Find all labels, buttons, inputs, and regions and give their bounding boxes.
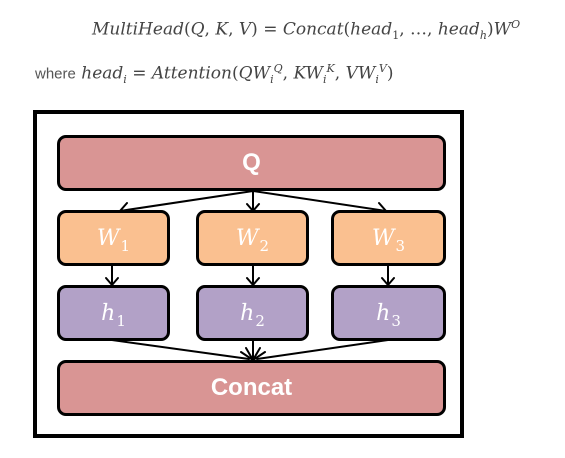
weight-label-2: W2 <box>235 225 270 255</box>
query-box: Q <box>57 135 446 191</box>
arrow-q-w1 <box>119 190 254 212</box>
arrow-h1-concat <box>111 339 250 360</box>
head-box-2: h2 <box>196 285 309 341</box>
weight-label-3: W3 <box>371 225 406 255</box>
head-label-2: h2 <box>240 300 265 330</box>
where-label: where <box>35 65 76 83</box>
weight-box-3: W3 <box>331 210 446 266</box>
weight-box-1: W1 <box>57 210 170 266</box>
weight-label-1: W1 <box>96 225 131 255</box>
head-label-3: h3 <box>376 300 401 330</box>
head-box-3: h3 <box>331 285 446 341</box>
multihead-formula: MultiHead(Q, K, V) = Concat(head1, …, he… <box>92 18 521 43</box>
arrow-h3-concat <box>256 339 389 360</box>
head-label-1: h1 <box>101 300 126 330</box>
head-box-1: h1 <box>57 285 170 341</box>
arrow-q-w3 <box>252 190 387 212</box>
concat-box: Concat <box>57 360 446 416</box>
weight-box-2: W2 <box>196 210 309 266</box>
query-label: Q <box>242 149 261 176</box>
concat-label: Concat <box>210 374 293 401</box>
head-formula: where headi = Attention(QWiQ, KWiK, VWiV… <box>35 62 394 87</box>
